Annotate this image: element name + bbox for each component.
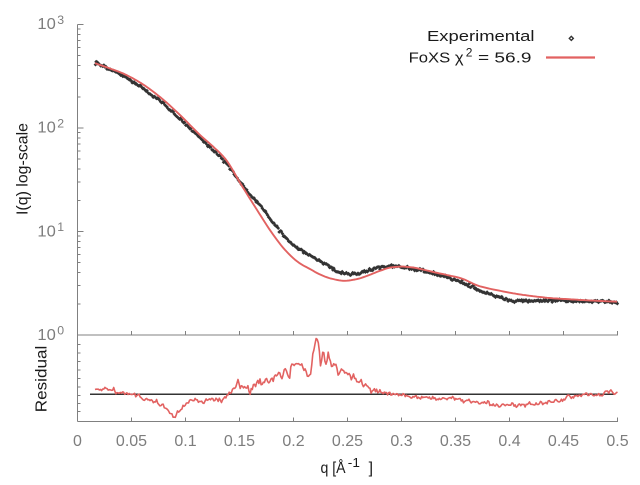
svg-text:0.4: 0.4 [498,433,520,450]
svg-text:0: 0 [73,433,82,450]
svg-text:0.5: 0.5 [606,433,628,450]
svg-text:I(q) log-scale: I(q) log-scale [15,123,32,215]
svg-text:1: 1 [57,220,64,234]
svg-text:0.35: 0.35 [440,433,471,450]
svg-text:0.05: 0.05 [116,433,147,450]
svg-text:0.3: 0.3 [390,433,412,450]
svg-text:Experimental: Experimental [427,28,535,45]
svg-text:q [Å: q [Å [321,458,347,477]
svg-text:0.1: 0.1 [174,433,196,450]
svg-text:= 56.9: = 56.9 [478,49,532,66]
svg-text:10: 10 [37,327,56,344]
svg-text:10: 10 [37,120,56,137]
svg-text:0.25: 0.25 [332,433,363,450]
svg-text:10: 10 [37,223,56,240]
svg-text:10: 10 [37,16,56,33]
svg-text:FoXS χ: FoXS χ [409,49,464,66]
svg-text:2: 2 [57,116,64,130]
svg-text:0.45: 0.45 [548,433,579,450]
svg-text:2: 2 [466,46,473,60]
svg-text:-1: -1 [348,456,360,470]
svg-text:]: ] [369,460,373,477]
svg-text:3: 3 [57,13,64,27]
svg-text:Residual: Residual [34,346,51,413]
svg-text:0.15: 0.15 [224,433,255,450]
svg-text:0: 0 [57,324,64,338]
svg-text:0.2: 0.2 [282,433,304,450]
